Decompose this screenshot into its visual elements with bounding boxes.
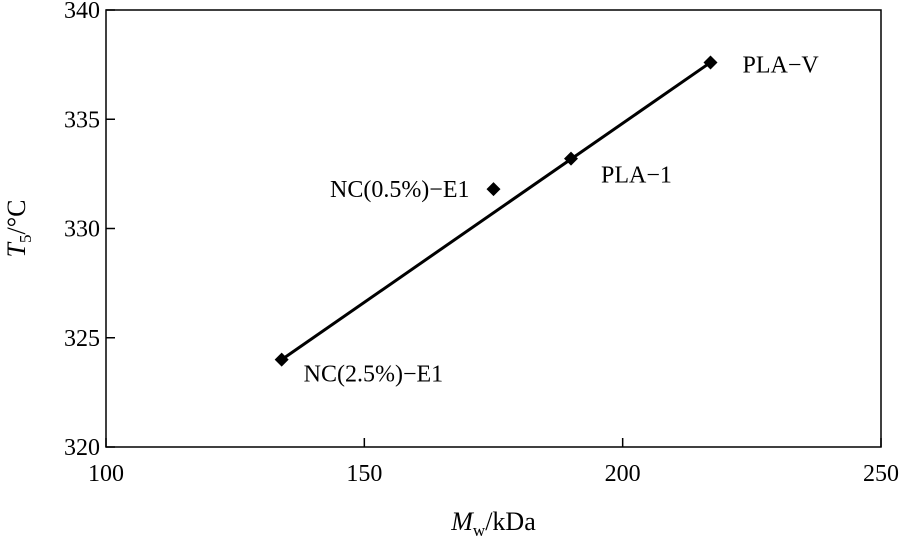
y-tick-label: 335 (64, 107, 100, 133)
y-tick-label: 325 (64, 326, 100, 352)
data-point-label: PLA−V (743, 52, 820, 78)
data-point-marker (564, 151, 578, 166)
y-tick-label: 340 (64, 0, 100, 24)
data-point-label: PLA−1 (601, 163, 672, 189)
data-point-marker (274, 352, 289, 367)
data-point-label: NC(0.5%)−E1 (330, 177, 470, 203)
x-axis-ticks: 100 150 200 250 (88, 438, 899, 487)
x-axis-title-main: M (450, 507, 474, 536)
x-tick-label: 250 (863, 461, 899, 487)
y-axis-title-unit: /°C (2, 200, 31, 235)
x-tick-label: 200 (605, 461, 641, 487)
y-axis-title: T5/°C (2, 200, 35, 258)
data-point-marker (703, 55, 718, 70)
data-points: NC(2.5%)−E1 NC(0.5%)−E1 PLA−1 PLA−V (274, 52, 820, 388)
y-tick-label: 320 (64, 435, 100, 461)
x-tick-label: 100 (88, 461, 124, 487)
x-axis-title-unit: /kDa (485, 507, 536, 536)
x-axis-title-sub: w (473, 521, 486, 538)
x-tick-label: 150 (346, 461, 382, 487)
y-axis-title-main: T (2, 241, 31, 257)
y-axis-title-sub: 5 (16, 235, 35, 244)
data-point-marker (486, 182, 501, 197)
y-axis-ticks: 320 325 330 335 340 (64, 0, 115, 461)
trend-line (280, 61, 712, 361)
x-axis-title: Mw/kDa (450, 507, 536, 538)
y-tick-label: 330 (64, 217, 100, 243)
data-point-label: NC(2.5%)−E1 (304, 362, 444, 388)
